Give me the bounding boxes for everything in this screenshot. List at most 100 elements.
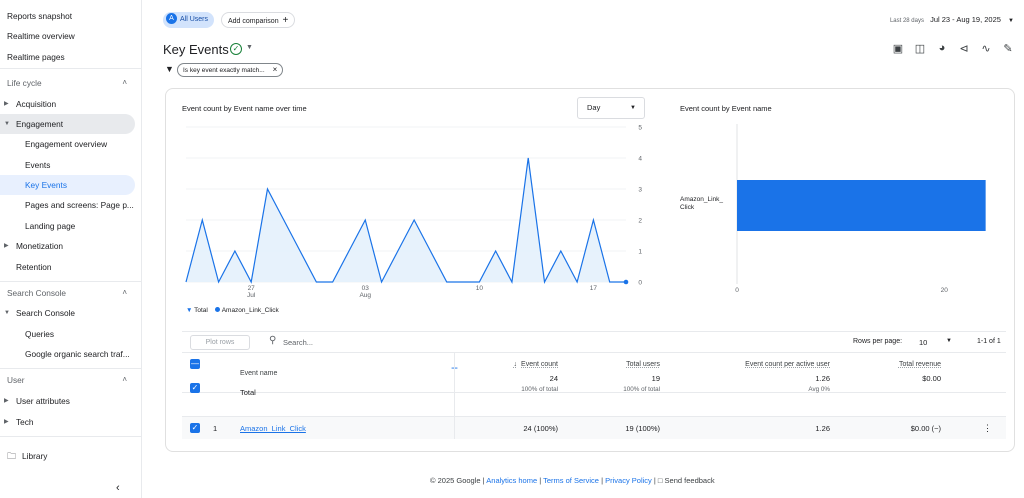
sidebar-item-key-events[interactable]: Key Events (0, 175, 135, 195)
sidebar-item-label: Library (22, 451, 48, 461)
chevron-up-icon[interactable]: ˄ (122, 288, 127, 297)
x-tick-label: 20 (941, 287, 949, 294)
search-icon: ⚲ (269, 335, 277, 346)
date-range-picker[interactable]: Last 28 days Jul 23 - Aug 19, 2025 ▼ (890, 15, 1014, 24)
filter-chip[interactable]: Is key event exactly match... × (177, 63, 284, 77)
sidebar-item-pages-and-screens[interactable]: Pages and screens: Page p... (25, 200, 134, 210)
bar (737, 180, 986, 231)
legend-series[interactable]: Amazon_Link_Click (221, 307, 279, 314)
sidebar-item-monetization[interactable]: ▶ Monetization (0, 236, 135, 256)
sidebar-item-search-console[interactable]: ▼ Search Console (0, 303, 135, 323)
row-checkbox[interactable]: ✓ (190, 423, 200, 433)
collapse-triangle-icon: ▼ (4, 121, 10, 127)
sidebar-item-label: Monetization (16, 241, 64, 251)
sidebar-item-google-organic-search[interactable]: Google organic search traf... (25, 349, 130, 359)
send-feedback-link[interactable]: Send feedback (664, 476, 715, 485)
sort-arrow-down-icon: ↓ (513, 361, 518, 368)
line-chart-legend: ▼ Total Amazon_Link_Click (186, 307, 279, 314)
privacy-link[interactable]: Privacy Policy (605, 476, 652, 485)
collapse-sidebar-icon[interactable]: ‹ (116, 482, 120, 494)
x-tick-label: 03 (362, 285, 370, 292)
legend-total[interactable]: Total (194, 307, 208, 314)
share-icon[interactable]: ⊲ (959, 43, 969, 55)
chevron-up-icon[interactable]: ˄ (122, 78, 127, 87)
table-row[interactable]: ✓ 1 Amazon_Link_Click 24 (100%) 19 (100%… (182, 417, 1006, 439)
header-per-active-user[interactable]: Event count per active user (745, 361, 830, 368)
category-label-line: Amazon_Link_ (680, 196, 723, 203)
x-tick-label: 0 (735, 287, 739, 294)
granularity-select[interactable]: Day ▼ (577, 97, 645, 119)
terms-link[interactable]: Terms of Service (543, 476, 599, 485)
sidebar-divider (0, 368, 142, 369)
compare-columns-icon[interactable]: ◫ (914, 43, 926, 55)
y-tick-label: 1 (638, 249, 642, 256)
close-icon[interactable]: × (272, 65, 278, 74)
sidebar-section-search-console[interactable]: Search Console ˄ (0, 283, 135, 303)
segment-label: All Users (180, 16, 209, 23)
analytics-home-link[interactable]: Analytics home (486, 476, 538, 485)
sidebar-item-retention[interactable]: Retention (16, 262, 52, 272)
select-all-checkbox[interactable]: — (190, 359, 200, 369)
sidebar-item-engagement-overview[interactable]: Engagement overview (25, 139, 108, 149)
total-per-user-avg: Avg 0% (808, 386, 830, 393)
sidebar-item-engagement[interactable]: ▼ Engagement (0, 114, 135, 134)
plot-rows-button[interactable]: Plot rows (190, 335, 250, 350)
insights-icon[interactable]: ◕ (938, 42, 946, 54)
expand-triangle-icon: ▶ (4, 243, 9, 249)
plus-icon: + (282, 15, 289, 26)
add-comparison-label: Add comparison (228, 18, 279, 25)
sidebar-item-reports-snapshot[interactable]: Reports snapshot (7, 11, 73, 21)
category-label-line: Click (680, 204, 695, 211)
legend-dot-icon (214, 307, 220, 312)
header-total-revenue[interactable]: Total revenue (898, 361, 941, 368)
rows-per-page-select[interactable]: 10 (919, 338, 928, 347)
sidebar-item-acquisition[interactable]: ▶ Acquisition (0, 94, 135, 114)
sidebar-section-lifecycle[interactable]: Life cycle ˄ (0, 73, 135, 93)
sidebar-divider (0, 281, 142, 282)
line-chart-title: Event count by Event name over time (182, 104, 307, 113)
sidebar-item-queries[interactable]: Queries (25, 329, 55, 339)
feedback-icon: □ (657, 476, 663, 485)
chevron-up-icon[interactable]: ˄ (122, 375, 127, 384)
filter-chip-label: Is key event exactly match... (183, 67, 265, 74)
search-input[interactable]: Search... (283, 338, 314, 347)
sidebar-item-realtime-pages[interactable]: Realtime pages (7, 52, 65, 62)
sidebar-item-label: Acquisition (16, 99, 57, 109)
caret-down-icon[interactable]: ▼ (946, 338, 952, 344)
row-total-users: 19 (100%) (625, 424, 660, 433)
section-heading: User (7, 375, 25, 385)
header-event-count[interactable]: ↓ Event count (514, 361, 558, 368)
header-event-count-label: Event count (521, 361, 558, 368)
header-event-name[interactable]: Event name (240, 370, 278, 377)
trend-icon[interactable]: ∿ (981, 43, 991, 55)
caret-down-icon[interactable]: ▼ (246, 44, 253, 51)
series-area (186, 158, 626, 282)
footer: © 2025 Google | Analytics home | Terms o… (430, 476, 715, 485)
sidebar-item-library[interactable]: 🗀 Library (0, 446, 135, 466)
header-total-users[interactable]: Total users (626, 361, 660, 368)
sidebar-section-user[interactable]: User ˄ (0, 370, 135, 390)
total-per-user: 1.26 (815, 374, 830, 383)
sidebar-item-label: User attributes (16, 396, 70, 406)
event-name-link[interactable]: Amazon_Link_Click (240, 424, 306, 433)
table-header: — Event name + ↓Event count Total users … (182, 353, 1006, 393)
add-comparison-button[interactable]: Add comparison + (221, 12, 296, 28)
sidebar-item-events[interactable]: Events (25, 160, 51, 170)
total-row-checkbox[interactable]: ✓ (190, 383, 200, 393)
check-circle-icon: ✓ (230, 43, 242, 55)
date-range-value: Jul 23 - Aug 19, 2025 (930, 15, 1001, 24)
filter-icon[interactable]: ▼ (165, 64, 174, 74)
edit-pencil-icon[interactable]: ✎ (1003, 43, 1013, 55)
segment-chip[interactable]: A All Users (163, 12, 215, 28)
more-vert-icon[interactable]: ⋮ (983, 423, 992, 433)
sidebar-item-realtime-overview[interactable]: Realtime overview (7, 31, 75, 41)
sidebar-item-landing-page[interactable]: Landing page (25, 221, 76, 231)
table-toolbar: Plot rows ⚲ Search... Rows per page: 10 … (182, 331, 1006, 353)
sidebar: Reports snapshot Realtime overview Realt… (0, 0, 142, 498)
sidebar-item-user-attributes[interactable]: ▶ User attributes (0, 391, 135, 411)
insights-note-icon[interactable]: ▣ (892, 43, 904, 55)
x-tick-sublabel: Jul (247, 292, 256, 299)
sidebar-item-tech[interactable]: ▶ Tech (0, 412, 135, 432)
segment-badge: A (166, 12, 177, 24)
